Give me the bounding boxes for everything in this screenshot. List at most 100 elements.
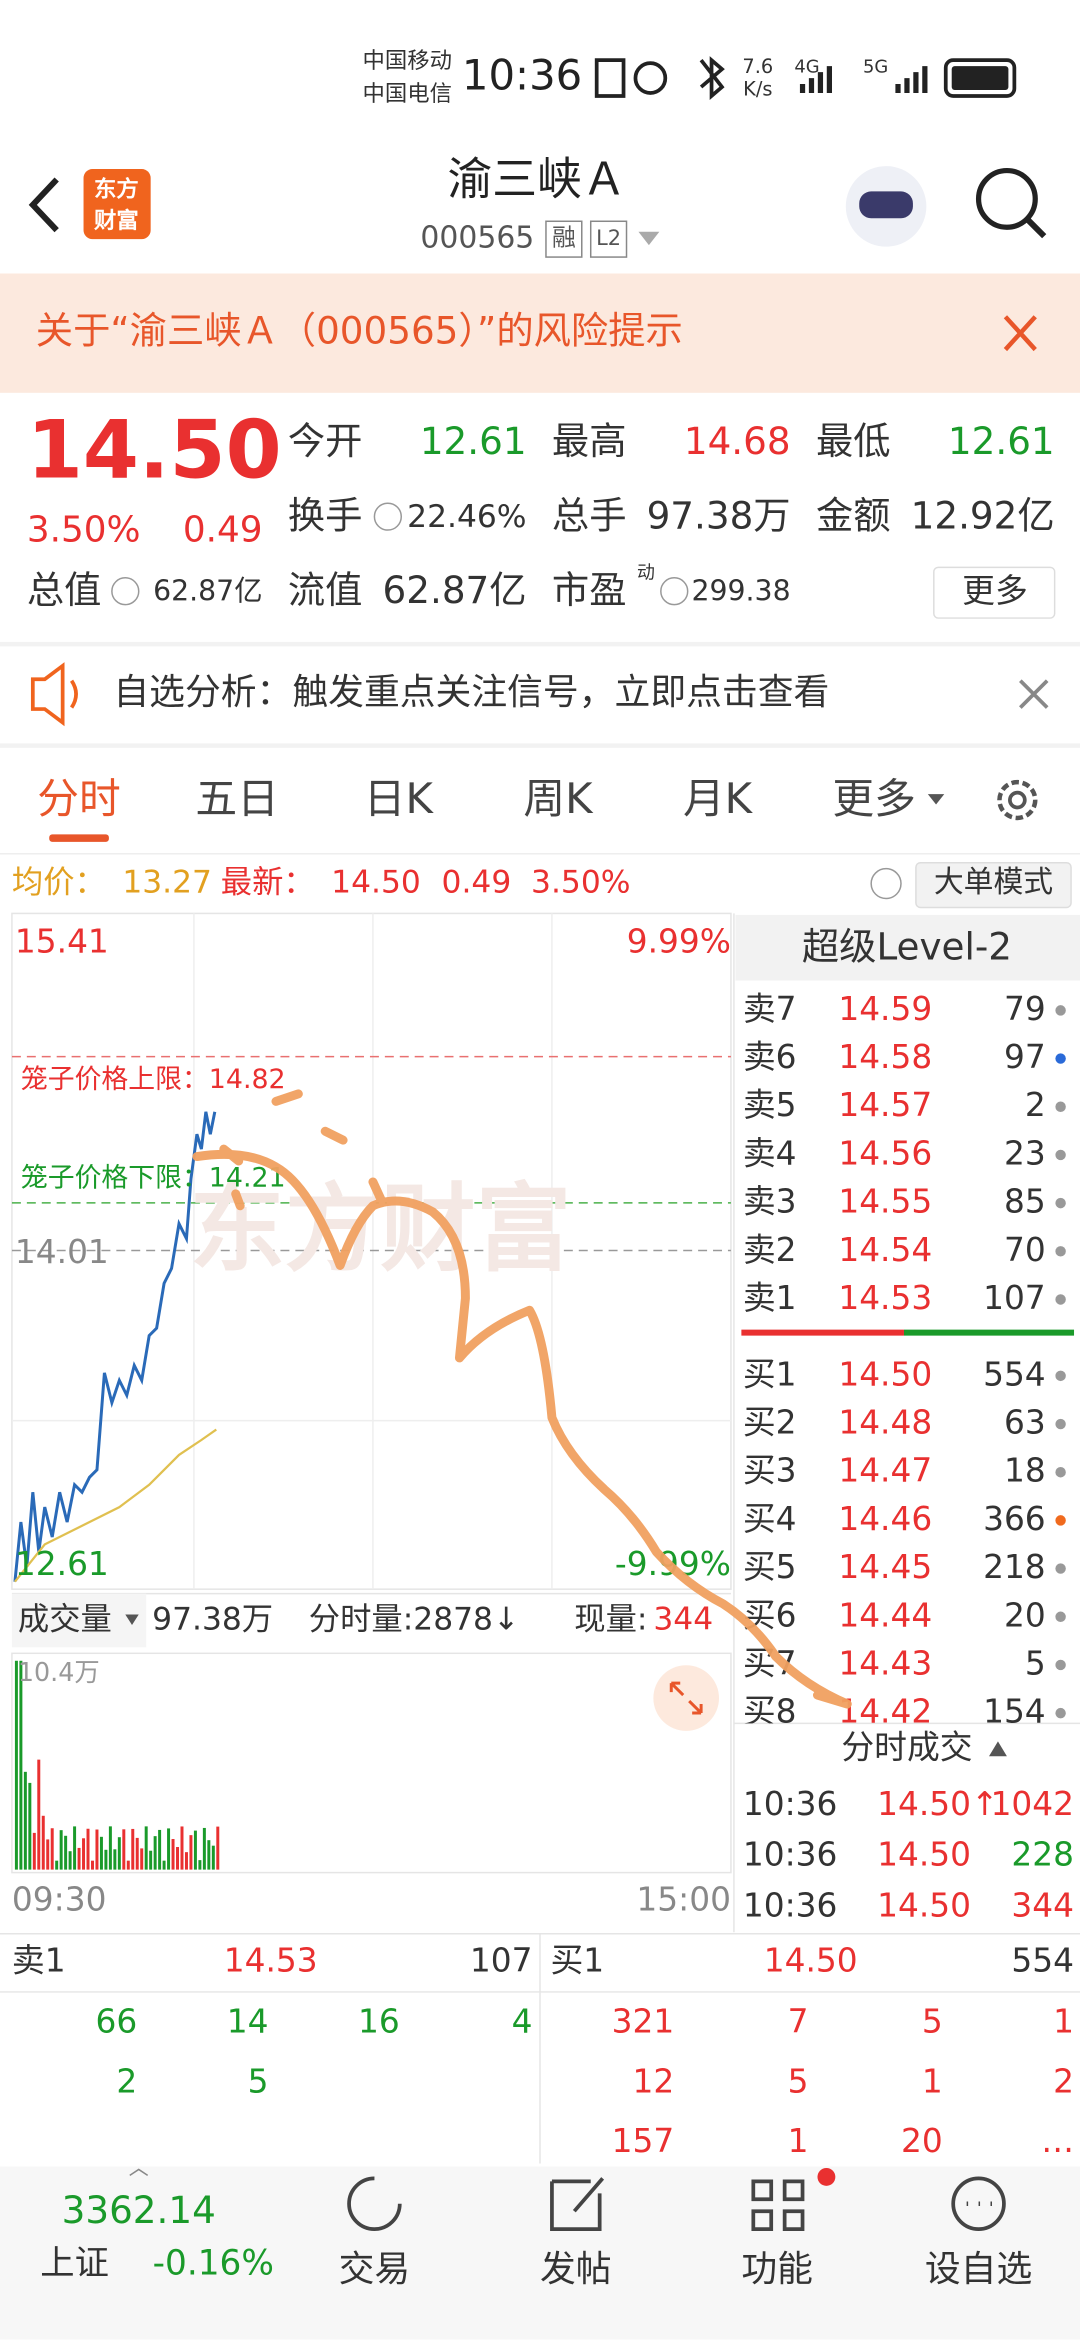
more-button[interactable] [933, 566, 1056, 619]
queue-order: 14 [227, 2003, 269, 2041]
book-dot [1055, 1707, 1066, 1719]
close-banner[interactable] [1003, 315, 1037, 352]
network: 5G [863, 57, 888, 78]
field-label: 流值 [288, 568, 363, 612]
watchlist-icon[interactable] [951, 2176, 1006, 2231]
function-icon[interactable] [751, 2179, 805, 2231]
risk-banner[interactable] [0, 273, 1080, 393]
book-label: 买4 [743, 1500, 797, 1538]
volume-bar [202, 1827, 206, 1870]
queue-order: 20 [901, 2122, 943, 2160]
logo-text: 东方 [94, 175, 139, 202]
time-label: 09:30 [12, 1880, 107, 1918]
expand-icon [669, 1681, 703, 1715]
book-dot [1055, 1563, 1066, 1574]
dropdown[interactable] [638, 231, 660, 246]
queue-grid [0, 1933, 1080, 2164]
last-label: 最新： [221, 865, 315, 901]
book-price: 14.46 [838, 1500, 932, 1538]
book-volume: 218 [983, 1548, 1046, 1586]
book-price: 14.55 [838, 1183, 932, 1221]
nav-item: 功能 [741, 2249, 813, 2290]
volume-selector[interactable] [11, 1593, 147, 1648]
book-price: 14.54 [838, 1231, 932, 1269]
volume-bars [14, 1660, 220, 1870]
book-dot [1055, 1101, 1066, 1112]
field-label: 金额 [816, 494, 891, 538]
battery [943, 58, 1017, 98]
volume-bar [99, 1836, 103, 1870]
book-price: 14.58 [838, 1038, 932, 1076]
help-icon[interactable] [870, 867, 902, 900]
book-volume: 154 [983, 1693, 1046, 1731]
badge [817, 2167, 836, 2186]
volume-bar [32, 1832, 36, 1870]
field-value: 12.92亿 [911, 494, 1055, 538]
info-icon[interactable] [660, 577, 689, 606]
book-price: 14.42 [838, 1693, 932, 1731]
volume-bar [216, 1826, 220, 1870]
field-label: 最高 [552, 419, 627, 463]
pct: 3.50% [531, 865, 630, 901]
nav-item: 发帖 [540, 2249, 612, 2290]
axis-label: 15.41 [15, 923, 109, 961]
book-label: 卖7 [743, 990, 797, 1028]
volume-bar [28, 1782, 32, 1870]
search-icon[interactable] [975, 167, 1038, 230]
price-line [13, 1111, 217, 1582]
back-button[interactable] [28, 177, 59, 233]
book-dot [1055, 1197, 1066, 1209]
field-value: 62.87亿 [383, 568, 527, 612]
queue-order: 321 [612, 2003, 675, 2041]
book-volume: 20 [1004, 1596, 1046, 1634]
dropdown [125, 1614, 139, 1625]
expand-button[interactable] [653, 1665, 720, 1731]
volume-label: 成交量 [18, 1601, 112, 1637]
post-icon[interactable] [550, 2177, 605, 2231]
book-price: 14.59 [838, 990, 932, 1028]
info-icon[interactable] [111, 577, 140, 606]
banner-text: 关于“渝三峡Ａ（000565）”的风险提示 [36, 309, 683, 353]
book-price: 14.45 [838, 1548, 932, 1586]
avg-label: 均价： [12, 865, 106, 901]
search-handle [1025, 217, 1047, 239]
status-icons [594, 56, 725, 101]
nav-item: 设自选 [925, 2249, 1032, 2290]
info-icon[interactable] [373, 502, 403, 531]
bottom-nav [0, 2166, 1080, 2340]
settings-icon[interactable] [997, 779, 1038, 821]
volume-bar [55, 1860, 59, 1870]
volume-bar [171, 1839, 175, 1870]
change: 0.49 [183, 510, 263, 551]
carrier: 中国电信 [363, 81, 452, 107]
field-value: 97.38万 [647, 494, 791, 538]
queue-order: 16 [358, 2003, 400, 2041]
big-order-button[interactable] [915, 861, 1072, 909]
cage-label: 笼子价格下限：14.21 [21, 1162, 286, 1193]
settings-core [1008, 790, 1027, 810]
trade-icon[interactable] [347, 2176, 402, 2231]
axis-label: 12.61 [15, 1545, 109, 1583]
volume-frame [11, 1652, 732, 1874]
current-label: 现量: [574, 1601, 647, 1637]
book-label: 卖4 [743, 1134, 797, 1172]
field-value: 62.87亿 [153, 575, 262, 608]
book-label: 卖3 [743, 1183, 797, 1221]
book-dot [1055, 1515, 1066, 1526]
field-label: 换手 [288, 494, 363, 538]
volume-bar [113, 1849, 117, 1870]
order-book: 卖7 14.59 79 卖6 14.58 97 卖5 14.57 2 卖4 14.56 23 卖3 14.… [743, 990, 1066, 1731]
volume-bar [104, 1849, 108, 1870]
cage-label: 笼子价格上限：14.82 [21, 1064, 286, 1095]
close-notice[interactable] [1019, 679, 1049, 709]
volume-bar [108, 1826, 112, 1870]
queue-order: 66 [96, 2003, 138, 2041]
volume-bar [59, 1830, 63, 1870]
book-dot [1055, 1246, 1066, 1257]
volume-bar [37, 1759, 41, 1870]
logo [83, 169, 151, 240]
volume-bar [176, 1847, 180, 1870]
collapse[interactable] [989, 1741, 1007, 1757]
